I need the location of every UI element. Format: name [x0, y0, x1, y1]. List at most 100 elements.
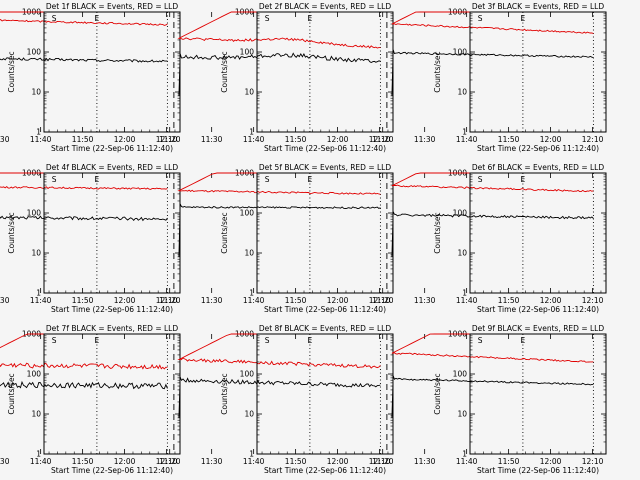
x-tick-label: 11:40	[243, 135, 265, 144]
chart-title: Det 2f BLACK = Events, RED = LLD	[259, 2, 392, 11]
y-tick-label: 1	[249, 128, 254, 137]
chart-title: Det 4f BLACK = Events, RED = LLD	[46, 163, 179, 172]
chart-title: Det 3f BLACK = Events, RED = LLD	[472, 2, 605, 11]
segment-marker-e: E	[308, 14, 313, 23]
x-tick-label: 11:40	[30, 457, 52, 466]
chart-panel: Det 3f BLACK = Events, RED = LLD Counts/s…	[372, 2, 607, 153]
x-tick-label: 11:30	[0, 135, 10, 144]
y-tick-label: 10	[244, 249, 254, 258]
chart-title: Det 6f BLACK = Events, RED = LLD	[472, 163, 605, 172]
segment-marker-e: E	[95, 175, 100, 184]
x-tick-label: 12:00	[327, 135, 349, 144]
lld-series-line	[391, 172, 594, 193]
chart-panel: Det 6f BLACK = Events, RED = LLD Counts/s…	[372, 163, 607, 314]
x-tick-label: 12:10	[156, 135, 178, 144]
events-series-line	[391, 49, 594, 96]
x-tick-label: 11:30	[0, 296, 10, 305]
x-tick-label: 11:30	[0, 457, 10, 466]
events-series-line	[0, 380, 168, 390]
x-tick-label: 12:00	[114, 135, 136, 144]
segment-marker-s: S	[265, 175, 270, 184]
lld-series-line	[177, 333, 381, 369]
chart-title: Det 5f BLACK = Events, RED = LLD	[259, 163, 392, 172]
segment-marker-s: S	[478, 175, 483, 184]
chart-title: Det 1f BLACK = Events, RED = LLD	[46, 2, 179, 11]
chart-title: Det 9f BLACK = Events, RED = LLD	[472, 324, 605, 333]
x-tick-label: 11:50	[285, 135, 307, 144]
events-series-line	[0, 57, 168, 63]
plot-frame	[43, 172, 181, 294]
y-axis-label: Counts/sec	[433, 373, 442, 414]
x-tick-label: 12:00	[540, 457, 562, 466]
events-series-line	[178, 52, 381, 96]
y-axis-label: Counts/sec	[433, 51, 442, 92]
x-tick-label: 12:10	[156, 296, 178, 305]
y-tick-label: 1	[249, 289, 254, 298]
segment-marker-e: E	[308, 175, 313, 184]
lld-series-line	[177, 172, 381, 195]
y-tick-label: 1	[249, 450, 254, 459]
chart-panel: Det 5f BLACK = Events, RED = LLD Counts/s…	[159, 163, 394, 314]
plot-frame	[469, 333, 607, 455]
x-tick-label: 11:20	[159, 296, 181, 305]
lld-series-line	[0, 333, 168, 370]
segment-marker-s: S	[52, 336, 57, 345]
x-tick-label: 12:00	[114, 457, 136, 466]
chart-panel: Det 2f BLACK = Events, RED = LLD Counts/s…	[159, 2, 394, 153]
y-tick-label: 1	[36, 450, 41, 459]
x-axis-label: Start Time (22-Sep-06 11:12:40)	[264, 305, 386, 314]
x-tick-label: 11:50	[285, 457, 307, 466]
events-series-line	[391, 211, 594, 257]
chart-panel: Det 9f BLACK = Events, RED = LLD Counts/s…	[372, 324, 607, 475]
segment-marker-s: S	[52, 175, 57, 184]
y-axis-label: Counts/sec	[220, 51, 229, 92]
segment-marker-e: E	[95, 336, 100, 345]
y-tick-label: 10	[31, 88, 41, 97]
x-axis-label: Start Time (22-Sep-06 11:12:40)	[477, 144, 599, 153]
y-axis-label: Counts/sec	[220, 373, 229, 414]
y-tick-label: 10	[457, 410, 467, 419]
x-tick-label: 11:40	[456, 296, 478, 305]
y-tick-label: 100	[27, 48, 42, 57]
x-tick-label: 12:10	[156, 457, 178, 466]
y-tick-label: 10	[31, 410, 41, 419]
y-axis-label: Counts/sec	[7, 373, 16, 414]
y-axis-label: Counts/sec	[7, 212, 16, 253]
x-tick-label: 12:00	[327, 457, 349, 466]
segment-marker-s: S	[478, 14, 483, 23]
x-tick-label: 12:10	[369, 135, 391, 144]
x-tick-label: 12:10	[582, 296, 604, 305]
y-tick-label: 100	[240, 48, 255, 57]
y-tick-label: 1	[462, 289, 467, 298]
x-tick-label: 11:20	[159, 457, 181, 466]
x-tick-label: 11:40	[243, 296, 265, 305]
segment-marker-s: S	[478, 336, 483, 345]
y-tick-label: 1	[462, 128, 467, 137]
x-tick-label: 11:50	[72, 135, 94, 144]
x-tick-label: 11:40	[30, 296, 52, 305]
x-tick-label: 12:10	[582, 457, 604, 466]
x-tick-label: 12:00	[327, 296, 349, 305]
lld-series-line	[0, 11, 168, 26]
chart-panel: Det 4f BLACK = Events, RED = LLD Counts/s…	[0, 163, 181, 314]
segment-marker-s: S	[265, 14, 270, 23]
plot-frame	[469, 11, 607, 133]
y-tick-label: 10	[457, 249, 467, 258]
y-tick-label: 100	[240, 209, 255, 218]
chart-title: Det 7f BLACK = Events, RED = LLD	[46, 324, 179, 333]
x-tick-label: 12:10	[582, 135, 604, 144]
x-tick-label: 11:30	[201, 135, 223, 144]
segment-marker-e: E	[521, 336, 526, 345]
segment-marker-e: E	[95, 14, 100, 23]
segment-marker-e: E	[521, 175, 526, 184]
y-tick-label: 100	[27, 209, 42, 218]
lld-series-line	[0, 172, 168, 190]
x-tick-label: 11:40	[30, 135, 52, 144]
lld-series-line	[177, 11, 381, 49]
events-series-line	[178, 203, 381, 257]
x-tick-label: 11:50	[285, 296, 307, 305]
y-axis-label: Counts/sec	[433, 212, 442, 253]
chart-panel: Det 7f BLACK = Events, RED = LLD Counts/s…	[0, 324, 181, 475]
